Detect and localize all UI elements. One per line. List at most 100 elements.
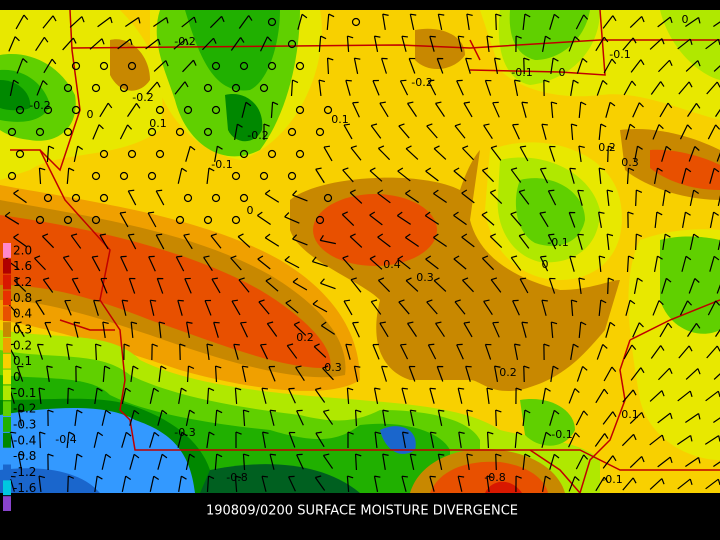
wind-barb bbox=[231, 299, 241, 316]
legend-label: -1.2 bbox=[13, 465, 36, 479]
wind-barb bbox=[659, 322, 673, 338]
wind-barb bbox=[285, 299, 299, 314]
wind-barb bbox=[382, 409, 389, 426]
wind-barb bbox=[322, 453, 334, 469]
wind-barb bbox=[630, 59, 645, 73]
wind-barb bbox=[716, 284, 720, 294]
wind-barb bbox=[241, 101, 252, 118]
calm-circle bbox=[91, 215, 101, 225]
wind-barb bbox=[129, 453, 140, 470]
wind-barb bbox=[541, 431, 552, 448]
wind-barb bbox=[93, 431, 104, 448]
wind-barb bbox=[17, 409, 25, 426]
wind-barb bbox=[16, 365, 24, 382]
wind-barb bbox=[570, 343, 579, 360]
calm-circle bbox=[15, 149, 25, 159]
wind-barb bbox=[234, 387, 242, 405]
wind-barb bbox=[157, 453, 168, 470]
wind-barb bbox=[121, 431, 132, 448]
wind-barb bbox=[521, 101, 528, 118]
wind-barb bbox=[379, 321, 389, 338]
calm-circle bbox=[203, 215, 213, 225]
wind-barb bbox=[181, 16, 197, 28]
wind-barb bbox=[606, 233, 614, 251]
wind-barb bbox=[64, 299, 72, 316]
legend-swatch bbox=[3, 337, 11, 353]
wind-barb bbox=[346, 35, 354, 53]
wind-barb bbox=[623, 80, 637, 96]
wind-barb bbox=[627, 211, 634, 229]
wind-barb bbox=[495, 409, 502, 427]
wind-barb bbox=[577, 189, 584, 206]
calm-circle bbox=[63, 215, 73, 225]
wind-barb bbox=[100, 277, 108, 294]
wind-barb bbox=[622, 37, 637, 51]
wind-barb bbox=[409, 453, 417, 470]
wind-barb bbox=[185, 453, 195, 470]
wind-barb bbox=[409, 409, 417, 426]
legend-swatch bbox=[3, 322, 11, 337]
wind-barb bbox=[399, 343, 409, 360]
calm-circle bbox=[211, 105, 221, 115]
wind-barb bbox=[569, 167, 576, 184]
wind-barb bbox=[463, 321, 473, 338]
wind-barb bbox=[206, 475, 215, 493]
wind-barb bbox=[433, 233, 447, 248]
contour-label: 0.1 bbox=[149, 117, 167, 130]
legend-label: 0 bbox=[13, 370, 21, 384]
wind-barb bbox=[707, 300, 720, 316]
wind-barb bbox=[437, 453, 445, 470]
wind-barb bbox=[36, 80, 48, 96]
wind-barb bbox=[241, 365, 249, 382]
wind-barb bbox=[101, 453, 112, 470]
wind-barb bbox=[377, 189, 391, 204]
wind-barb bbox=[662, 189, 671, 206]
wind-barb bbox=[66, 167, 75, 185]
wind-barb bbox=[458, 431, 465, 448]
wind-barb bbox=[576, 57, 588, 74]
wind-barb bbox=[369, 211, 383, 226]
calm-circle bbox=[99, 149, 109, 159]
wind-barb bbox=[326, 13, 335, 31]
wind-barb bbox=[184, 277, 192, 294]
wind-barb bbox=[345, 79, 352, 96]
contour-label: 0.3 bbox=[621, 156, 639, 169]
calm-circle bbox=[127, 61, 137, 71]
wind-barb bbox=[486, 431, 494, 449]
wind-barb bbox=[284, 255, 300, 269]
wind-barb bbox=[539, 211, 549, 228]
contour-label: -0.1 bbox=[601, 473, 622, 486]
wind-barb bbox=[598, 123, 607, 141]
wind-barb bbox=[595, 388, 609, 404]
wind-barb bbox=[35, 36, 49, 52]
wind-barb bbox=[178, 387, 187, 404]
wind-barb bbox=[486, 475, 493, 493]
wind-barb bbox=[685, 412, 701, 424]
wind-barb bbox=[596, 80, 608, 96]
wind-barb bbox=[578, 101, 587, 119]
wind-barb bbox=[541, 35, 551, 52]
wind-barb bbox=[153, 16, 169, 28]
wind-barb bbox=[102, 365, 111, 383]
wind-barb bbox=[146, 81, 161, 95]
wind-barb bbox=[495, 13, 502, 31]
wind-barb bbox=[433, 145, 447, 160]
legend-swatch bbox=[3, 306, 11, 322]
wind-barb bbox=[547, 233, 557, 250]
wind-barb bbox=[174, 81, 189, 95]
wind-barb bbox=[433, 189, 447, 204]
wind-barb bbox=[74, 453, 83, 471]
wind-barb bbox=[377, 145, 391, 161]
wind-barb bbox=[425, 255, 439, 270]
wind-barb bbox=[312, 299, 328, 313]
calm-circle bbox=[231, 171, 241, 181]
wind-barb bbox=[689, 189, 700, 206]
wind-barb bbox=[435, 321, 445, 337]
wind-barb bbox=[318, 35, 327, 53]
wind-barb bbox=[263, 123, 270, 141]
wind-barb bbox=[568, 388, 580, 404]
wind-barb bbox=[62, 255, 74, 271]
wind-barb bbox=[679, 300, 693, 316]
wind-barb bbox=[349, 233, 363, 248]
wind-barb bbox=[269, 409, 277, 426]
